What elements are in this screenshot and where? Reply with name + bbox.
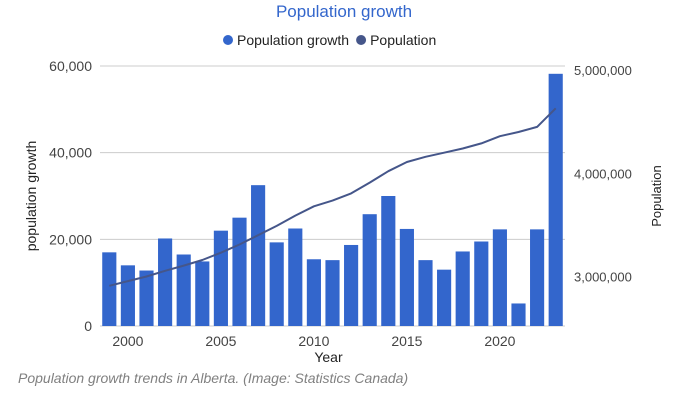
bar-2017 xyxy=(437,269,452,326)
bar-2022 xyxy=(530,229,545,326)
legend-swatch-population-growth xyxy=(223,35,233,45)
bar-2004 xyxy=(195,261,210,326)
bar-2015 xyxy=(399,228,414,326)
bar-2007 xyxy=(251,185,266,326)
bar-2005 xyxy=(213,230,228,326)
bar-2000 xyxy=(120,265,135,326)
y2-axis-title: Population xyxy=(649,165,664,226)
y-tick-label: 20,000 xyxy=(49,231,92,247)
bar-2019 xyxy=(474,241,489,326)
x-axis-title: Year xyxy=(314,349,343,365)
bar-2016 xyxy=(418,260,433,326)
y-tick-label: 60,000 xyxy=(49,58,92,74)
bar-2014 xyxy=(381,196,396,326)
bar-2011 xyxy=(325,260,340,326)
x-tick-label: 2000 xyxy=(112,333,143,349)
bar-2023 xyxy=(548,73,563,326)
bar-2003 xyxy=(176,254,191,326)
bar-1999 xyxy=(102,252,117,326)
y2-tick-label: 5,000,000 xyxy=(574,63,632,78)
x-tick-label: 2020 xyxy=(484,333,515,349)
legend-swatch-population xyxy=(356,35,367,45)
bar-2009 xyxy=(288,228,303,326)
bar-2010 xyxy=(306,259,321,326)
y-tick-label: 0 xyxy=(84,318,92,334)
population-chart: 0 20,000 40,000 60,000 3,000,000 4,000,000 5,0… xyxy=(23,2,664,365)
bar-2012 xyxy=(344,244,359,326)
bar-2002 xyxy=(158,238,173,326)
bar-2021 xyxy=(511,303,526,326)
x-tick-label: 2015 xyxy=(391,333,422,349)
bar-2006 xyxy=(232,217,247,326)
bar-2001 xyxy=(139,270,154,326)
y-tick-label: 40,000 xyxy=(49,145,92,161)
population-line xyxy=(109,107,557,287)
y-axis-title: population growth xyxy=(23,141,39,252)
bar-2018 xyxy=(455,251,470,326)
x-tick-label: 2010 xyxy=(298,333,329,349)
figure-caption: Population growth trends in Alberta. (Im… xyxy=(18,370,409,386)
chart-title: Population growth xyxy=(276,2,412,21)
bar-2013 xyxy=(362,214,377,326)
legend-label-population-growth: Population growth xyxy=(237,32,349,48)
legend-label-population: Population xyxy=(370,32,436,48)
x-tick-label: 2005 xyxy=(205,333,236,349)
y2-tick-label: 4,000,000 xyxy=(574,166,632,181)
bar-2020 xyxy=(492,229,507,326)
y2-tick-label: 3,000,000 xyxy=(574,270,632,285)
bar-2008 xyxy=(269,242,284,326)
